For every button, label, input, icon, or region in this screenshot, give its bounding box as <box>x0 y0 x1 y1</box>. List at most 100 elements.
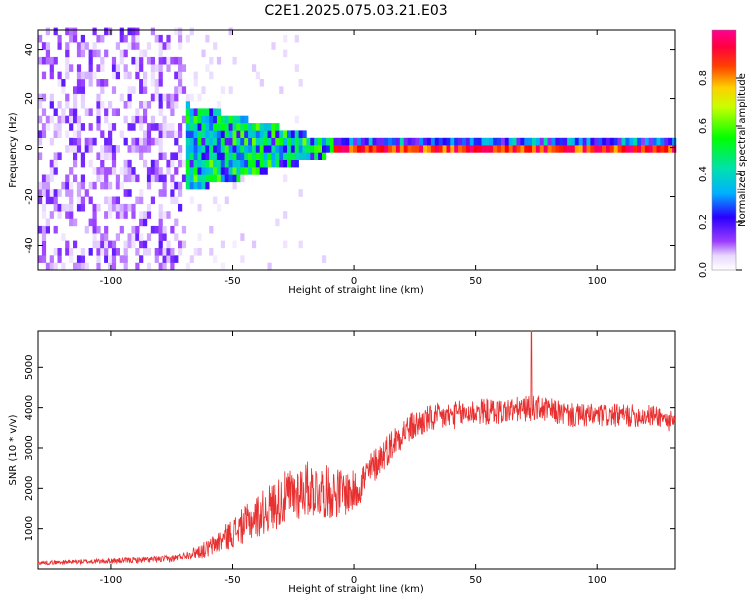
spectrogram-cell <box>462 145 467 153</box>
spectrogram-cell <box>123 115 128 124</box>
spectrogram-cell <box>349 145 354 153</box>
spectrogram-cell <box>224 167 229 175</box>
spectrogram-cell <box>158 71 163 80</box>
spectrogram-cell <box>465 137 471 146</box>
spectrogram-cell <box>45 115 50 124</box>
spectrogram-cell <box>189 115 194 124</box>
spectrogram-cell <box>45 262 50 271</box>
spectrogram-cell <box>224 145 229 153</box>
spectrogram-cell <box>41 123 47 131</box>
spectrogram-cell <box>189 167 194 175</box>
spectrogram-cell <box>127 174 132 183</box>
spectrogram-cell <box>45 27 50 36</box>
spectrogram-cell <box>111 152 117 160</box>
spectrogram-cell <box>248 167 253 175</box>
spectrogram-cell <box>84 108 89 116</box>
spectrogram-cell <box>664 145 669 153</box>
spectrogram-cell <box>170 255 175 263</box>
spectrogram-cell <box>158 108 163 116</box>
spectrogram-cell <box>450 145 455 153</box>
spectrogram-cell <box>442 145 447 153</box>
spectrogram-cell <box>209 167 214 175</box>
spectrogram-cell <box>185 181 190 190</box>
spectrogram-cell <box>111 255 117 263</box>
spectrogram-cell <box>73 262 78 271</box>
spectrogram-cell <box>318 152 323 160</box>
spectrogram-cell <box>213 42 218 50</box>
spectrogram-cell <box>271 130 276 138</box>
spectrogram-cell <box>111 86 117 94</box>
spectrogram-cell <box>135 64 140 72</box>
spectrogram-cell <box>123 64 128 72</box>
spectrogram-cell <box>100 152 105 160</box>
spectrogram-cell <box>310 152 315 160</box>
spectrogram-cell <box>49 64 54 72</box>
spectrogram-cell <box>38 130 43 138</box>
spectrogram-cell <box>69 64 74 72</box>
spectrogram-cell <box>318 145 323 153</box>
spectrogram-cell <box>45 181 50 190</box>
spectrogram-cell <box>209 159 214 168</box>
spectrogram-cell <box>652 145 657 153</box>
spectrogram-cell <box>53 27 58 36</box>
spectrogram-cell <box>108 240 113 249</box>
spectrogram-cell <box>143 159 148 168</box>
spectrogram-cell <box>76 64 82 72</box>
spectrogram-cell <box>57 203 62 212</box>
spectrogram-cell <box>170 174 175 183</box>
spectrogram-cell <box>158 203 163 212</box>
spectrogram-cell <box>178 56 183 65</box>
spectrogram-cell <box>76 145 82 153</box>
spectrogram-cell <box>57 189 62 197</box>
spectrogram-cell <box>279 145 284 153</box>
spectrogram-cell <box>648 145 653 153</box>
spectrogram-cell <box>146 203 152 212</box>
spectrogram-cell <box>302 137 307 146</box>
spectrogram-cell <box>127 240 132 249</box>
spectrogram-cell <box>158 130 163 138</box>
spectrogram-cell <box>224 137 229 146</box>
spectrogram-cell <box>61 262 66 271</box>
spectrogram-cell <box>181 64 187 72</box>
spectrogram-cell <box>197 203 202 212</box>
spectrogram-cell <box>80 203 85 212</box>
spectrogram-cell <box>388 137 393 146</box>
spectrogram-cell <box>267 152 272 160</box>
spectrogram-cell <box>252 167 257 175</box>
spectrogram-cell <box>69 137 74 146</box>
spectrogram-cell <box>446 145 451 153</box>
spectrogram-cell <box>166 34 171 43</box>
spectrogram-cell <box>224 123 229 131</box>
spectrogram-cell <box>115 174 120 183</box>
spectrogram-cell <box>259 123 264 131</box>
spectrogram-cell <box>73 101 78 109</box>
spectrogram-cell <box>314 137 319 146</box>
spectrogram-cell <box>65 174 70 183</box>
spectrogram-cell <box>563 145 568 153</box>
spectrogram-cell <box>131 123 136 131</box>
spectrogram-cell <box>49 115 54 124</box>
spectrogram-cell <box>368 137 373 146</box>
spectrogram-cell <box>131 203 136 212</box>
spectrogram-cell <box>590 145 595 153</box>
spectrogram-cell <box>119 203 124 212</box>
spectrogram-cell <box>76 42 82 50</box>
spectrogram-cell <box>240 115 245 124</box>
spectrogram-cell <box>209 130 214 138</box>
spectrogram-cell <box>189 174 194 183</box>
spectrogram-cell <box>96 115 101 124</box>
spectrogram-cell <box>559 137 564 146</box>
spectrogram-cell <box>115 145 120 153</box>
spectrogram-cell <box>209 115 214 124</box>
spectrogram-cell <box>423 137 428 146</box>
spectrogram-cell <box>228 115 233 124</box>
spectrogram-cell <box>135 34 140 43</box>
spectrogram-cell <box>255 130 260 138</box>
spectrogram-cell <box>298 240 303 249</box>
spectrogram-cell <box>567 145 572 153</box>
spectrogram-cell <box>458 137 463 146</box>
spectrogram-cell <box>53 159 58 168</box>
spectrogram-cell <box>92 211 97 219</box>
spectrogram-cell <box>143 108 148 116</box>
spectrogram-cell <box>111 64 117 72</box>
